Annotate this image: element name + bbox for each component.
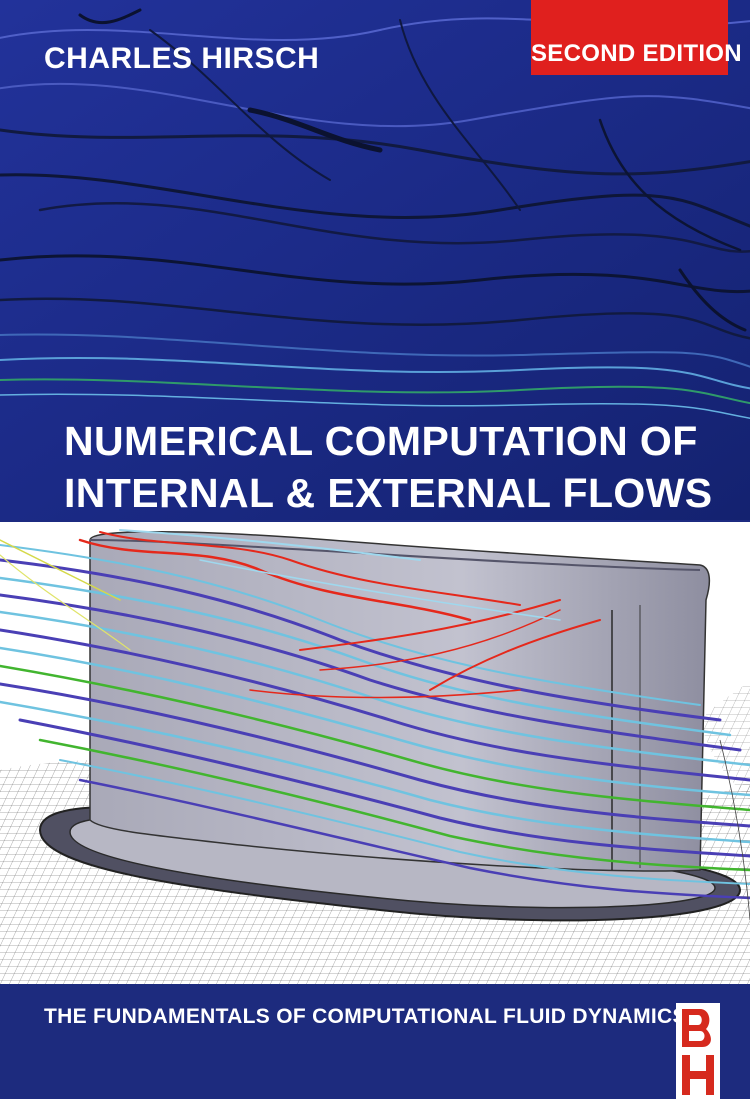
book-title-line-1: NUMERICAL COMPUTATION OF [64, 418, 698, 464]
upper-streamlines-art [0, 0, 750, 520]
book-title-line-2: INTERNAL & EXTERNAL FLOWS [64, 470, 713, 516]
butterworth-heinemann-logo [676, 1003, 720, 1099]
book-subtitle: THE FUNDAMENTALS OF COMPUTATIONAL FLUID … [44, 1005, 687, 1028]
edition-label: SECOND EDITION [531, 40, 742, 67]
author-name: CHARLES HIRSCH [44, 42, 320, 75]
subtitle-band [0, 984, 750, 1099]
edition-badge: SECOND EDITION [531, 0, 742, 75]
edition-badge-background [531, 0, 728, 75]
